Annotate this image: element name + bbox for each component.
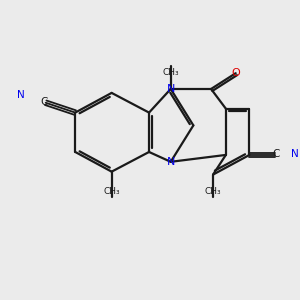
Text: CH₃: CH₃ bbox=[162, 68, 179, 77]
Text: C: C bbox=[40, 97, 48, 107]
Text: N: N bbox=[167, 84, 175, 94]
Text: CH₃: CH₃ bbox=[205, 187, 221, 196]
Text: N: N bbox=[167, 157, 175, 167]
Text: O: O bbox=[231, 68, 240, 78]
Text: N: N bbox=[291, 149, 299, 159]
Text: N: N bbox=[17, 90, 25, 100]
Text: C: C bbox=[272, 149, 279, 159]
Text: CH₃: CH₃ bbox=[103, 187, 120, 196]
